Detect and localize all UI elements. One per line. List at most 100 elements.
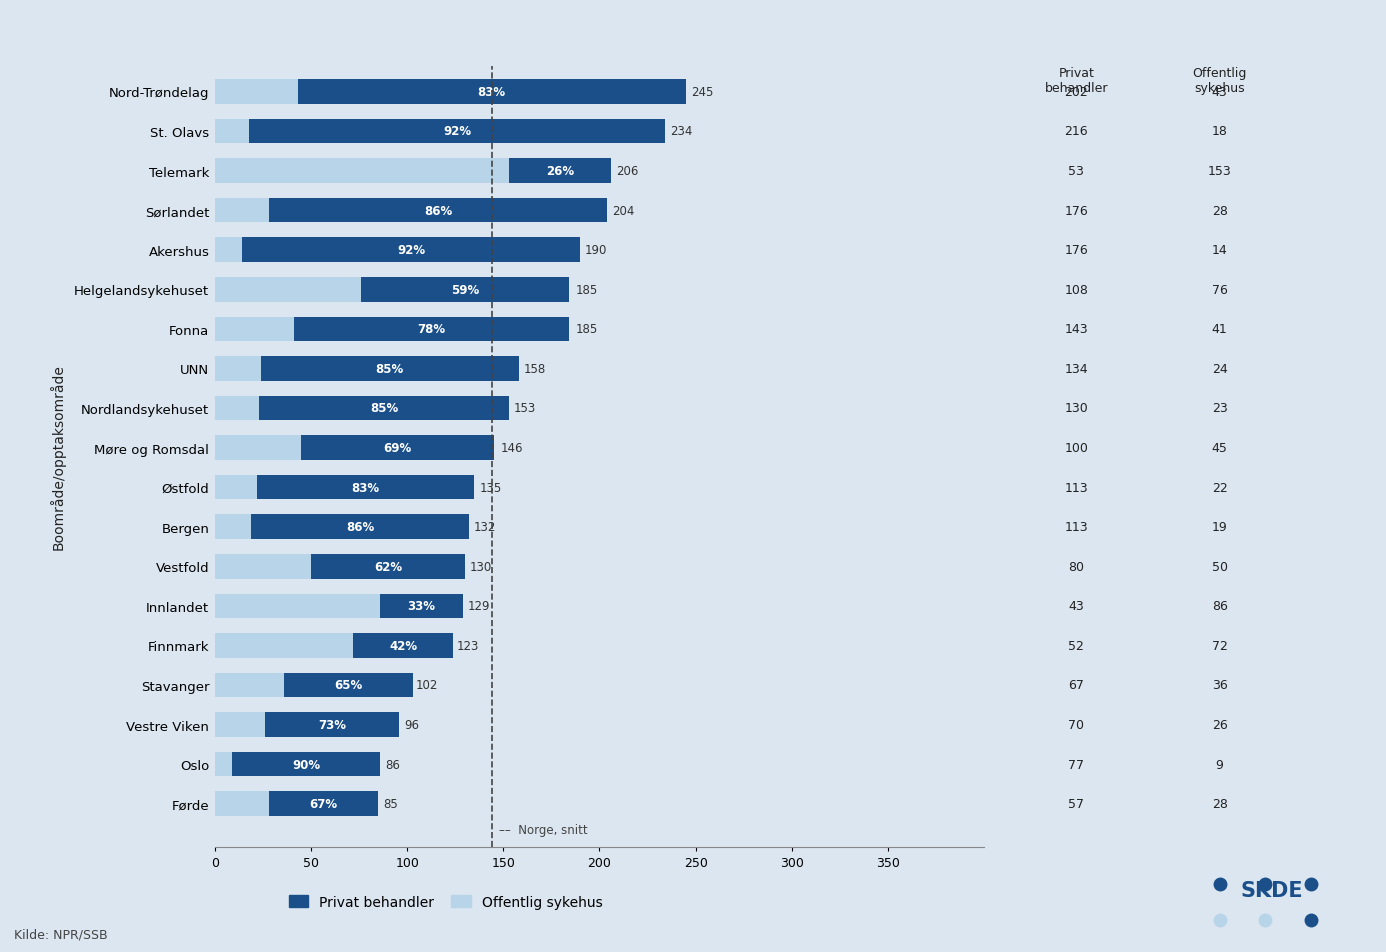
Bar: [215, 80, 298, 105]
Text: 96: 96: [405, 718, 419, 731]
Text: 143: 143: [1064, 323, 1088, 336]
Bar: [215, 317, 294, 342]
Text: 33%: 33%: [407, 600, 435, 613]
Text: 52: 52: [1069, 639, 1084, 652]
Bar: [215, 396, 259, 421]
Text: 102: 102: [416, 679, 438, 692]
Text: 90%: 90%: [292, 758, 320, 771]
Text: 130: 130: [470, 560, 492, 573]
Text: 86: 86: [1211, 600, 1228, 613]
Bar: [231, 752, 380, 777]
Text: 26: 26: [1211, 718, 1228, 731]
Text: 19: 19: [1211, 521, 1228, 534]
Text: 92%: 92%: [444, 126, 471, 138]
Text: 134: 134: [1064, 363, 1088, 375]
Text: 86%: 86%: [346, 521, 374, 534]
Text: 76: 76: [1211, 284, 1228, 296]
Text: 65%: 65%: [334, 679, 363, 692]
Text: 45: 45: [1211, 442, 1228, 454]
Text: 176: 176: [1064, 244, 1088, 257]
Text: 86%: 86%: [424, 205, 452, 217]
Text: 123: 123: [456, 639, 478, 652]
Text: SKDE: SKDE: [1240, 880, 1303, 900]
Text: Privat
behandler: Privat behandler: [1045, 67, 1109, 94]
Text: 72: 72: [1211, 639, 1228, 652]
Text: 129: 129: [467, 600, 491, 613]
Text: Kilde: NPR/SSB: Kilde: NPR/SSB: [14, 928, 108, 941]
Text: 190: 190: [585, 244, 607, 257]
Bar: [241, 238, 581, 263]
Bar: [215, 633, 353, 658]
Text: 100: 100: [1064, 442, 1088, 454]
Text: 158: 158: [524, 363, 546, 375]
Bar: [310, 554, 464, 579]
Bar: [284, 673, 413, 698]
Text: 73%: 73%: [319, 718, 346, 731]
Bar: [353, 633, 453, 658]
Text: 85%: 85%: [370, 402, 398, 415]
Text: 62%: 62%: [374, 560, 402, 573]
Text: 234: 234: [669, 126, 692, 138]
Text: 146: 146: [500, 442, 523, 454]
Text: 22: 22: [1211, 481, 1228, 494]
Bar: [215, 752, 231, 777]
Text: 9: 9: [1216, 758, 1224, 771]
Text: 185: 185: [575, 284, 597, 296]
Text: 70: 70: [1069, 718, 1084, 731]
Text: 80: 80: [1069, 560, 1084, 573]
Text: 14: 14: [1211, 244, 1228, 257]
Bar: [215, 238, 241, 263]
Text: 41: 41: [1211, 323, 1228, 336]
Bar: [215, 120, 249, 144]
Bar: [215, 594, 380, 619]
Bar: [261, 357, 518, 381]
Text: 28: 28: [1211, 798, 1228, 810]
Text: 185: 185: [575, 323, 597, 336]
Y-axis label: Boområde/opptaksområde: Boområde/opptaksområde: [50, 364, 65, 550]
Text: 50: 50: [1211, 560, 1228, 573]
Text: 176: 176: [1064, 205, 1088, 217]
Bar: [215, 712, 265, 737]
Bar: [259, 396, 509, 421]
Bar: [298, 80, 686, 105]
Text: 53: 53: [1069, 165, 1084, 178]
Bar: [215, 475, 258, 500]
Text: 206: 206: [615, 165, 638, 178]
Text: ––  Norge, snitt: –– Norge, snitt: [499, 823, 588, 836]
Text: Offentlig
sykehus: Offentlig sykehus: [1192, 67, 1247, 94]
Bar: [251, 515, 468, 540]
Text: 204: 204: [613, 205, 635, 217]
Text: 132: 132: [474, 521, 496, 534]
Text: 245: 245: [690, 86, 714, 99]
Text: 92%: 92%: [396, 244, 426, 257]
Text: 67: 67: [1069, 679, 1084, 692]
Bar: [258, 475, 474, 500]
Bar: [215, 199, 269, 223]
Text: 153: 153: [514, 402, 536, 415]
Text: 86: 86: [385, 758, 401, 771]
Text: 83%: 83%: [352, 481, 380, 494]
Bar: [215, 673, 284, 698]
Text: 43: 43: [1069, 600, 1084, 613]
Text: 83%: 83%: [478, 86, 506, 99]
Text: 24: 24: [1211, 363, 1228, 375]
Text: 23: 23: [1211, 402, 1228, 415]
Text: 135: 135: [480, 481, 502, 494]
Text: 59%: 59%: [450, 284, 480, 296]
Text: 108: 108: [1064, 284, 1088, 296]
Text: 42%: 42%: [389, 639, 417, 652]
Bar: [380, 594, 463, 619]
Text: 202: 202: [1064, 86, 1088, 99]
Text: 57: 57: [1069, 798, 1084, 810]
Legend: Privat behandler, Offentlig sykehus: Privat behandler, Offentlig sykehus: [283, 889, 608, 915]
Bar: [215, 791, 269, 816]
Text: 69%: 69%: [384, 442, 412, 454]
Bar: [265, 712, 399, 737]
Text: 113: 113: [1064, 481, 1088, 494]
Bar: [301, 436, 493, 461]
Bar: [215, 159, 509, 184]
Text: 85: 85: [383, 798, 398, 810]
Bar: [269, 791, 378, 816]
Bar: [215, 436, 301, 461]
Bar: [509, 159, 611, 184]
